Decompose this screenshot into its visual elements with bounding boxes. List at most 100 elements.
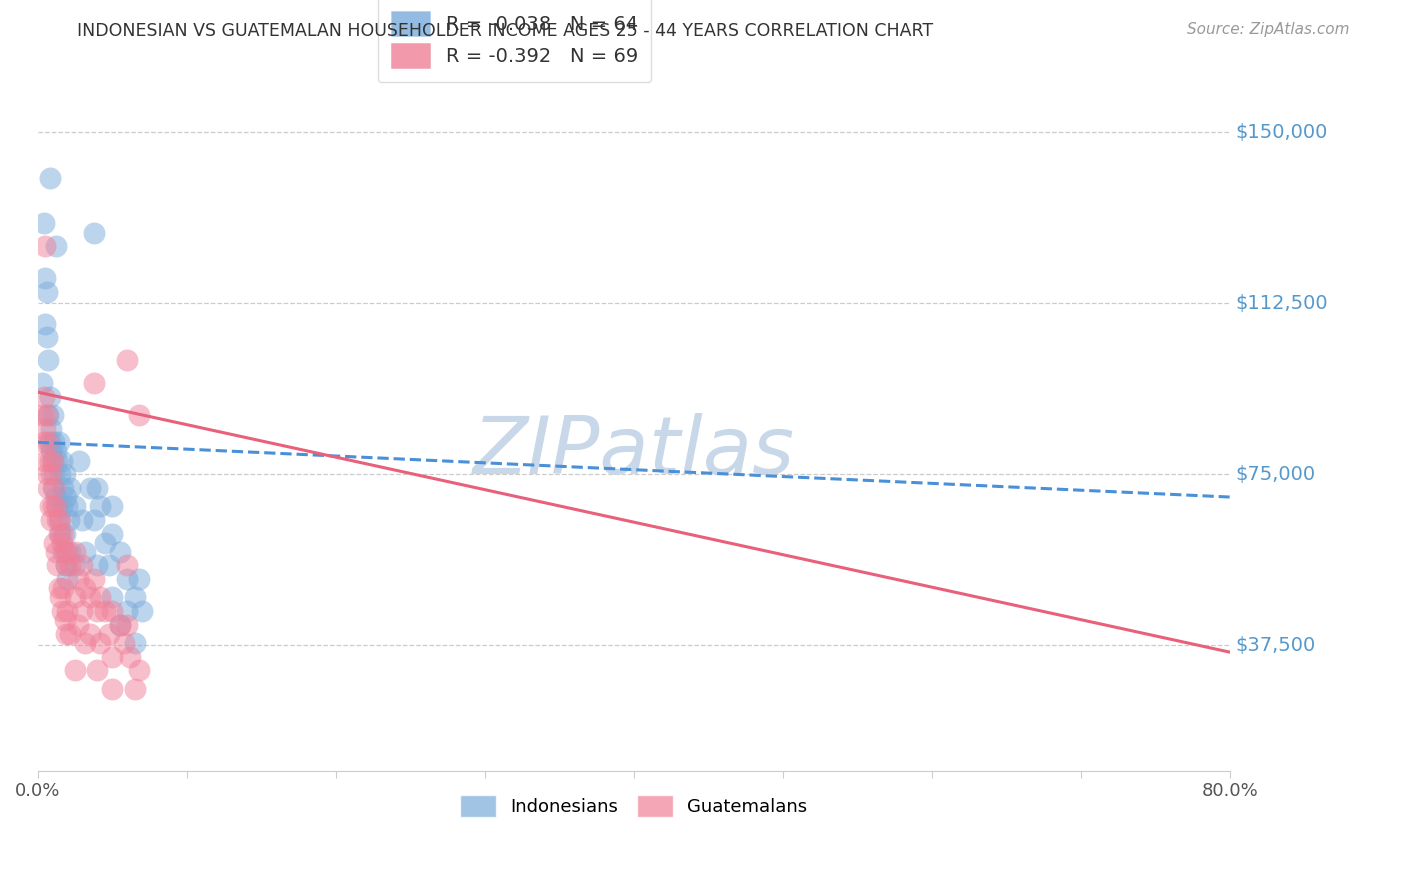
Point xyxy=(63,591,86,605)
Point xyxy=(55,490,77,504)
Point xyxy=(55,627,77,641)
Point xyxy=(42,435,65,450)
Point xyxy=(34,271,56,285)
Point xyxy=(86,664,108,678)
Text: $37,500: $37,500 xyxy=(1236,636,1316,655)
Point xyxy=(46,453,69,467)
Point xyxy=(53,526,76,541)
Point xyxy=(32,390,55,404)
Point xyxy=(39,513,62,527)
Point xyxy=(55,558,77,573)
Point xyxy=(48,581,70,595)
Point xyxy=(75,636,97,650)
Point xyxy=(115,572,138,586)
Point xyxy=(37,408,59,422)
Point xyxy=(53,545,76,559)
Point xyxy=(38,170,60,185)
Text: $112,500: $112,500 xyxy=(1236,293,1329,313)
Point xyxy=(101,681,124,696)
Point xyxy=(42,467,65,482)
Point xyxy=(49,591,72,605)
Point xyxy=(89,636,111,650)
Point xyxy=(93,604,115,618)
Point xyxy=(101,499,124,513)
Point xyxy=(52,526,75,541)
Point xyxy=(131,604,153,618)
Point xyxy=(35,285,58,299)
Point xyxy=(38,499,60,513)
Point xyxy=(42,535,65,549)
Point xyxy=(72,604,94,618)
Point xyxy=(41,453,63,467)
Text: ZIPatlas: ZIPatlas xyxy=(472,413,794,491)
Point xyxy=(83,376,105,390)
Point xyxy=(56,604,79,618)
Point xyxy=(32,435,55,450)
Point xyxy=(56,572,79,586)
Point xyxy=(49,467,72,482)
Point xyxy=(79,627,101,641)
Point xyxy=(48,526,70,541)
Point xyxy=(34,453,56,467)
Point xyxy=(38,390,60,404)
Point xyxy=(45,545,67,559)
Point xyxy=(56,499,79,513)
Point xyxy=(34,239,56,253)
Point xyxy=(58,513,80,527)
Text: Source: ZipAtlas.com: Source: ZipAtlas.com xyxy=(1187,22,1350,37)
Point xyxy=(63,558,86,573)
Point xyxy=(83,226,105,240)
Point xyxy=(37,353,59,368)
Point xyxy=(49,513,72,527)
Point xyxy=(63,545,86,559)
Point xyxy=(46,499,69,513)
Point xyxy=(72,513,94,527)
Point xyxy=(45,490,67,504)
Point xyxy=(53,613,76,627)
Point xyxy=(63,664,86,678)
Point xyxy=(115,604,138,618)
Point xyxy=(51,535,73,549)
Legend: Indonesians, Guatemalans: Indonesians, Guatemalans xyxy=(453,788,814,824)
Point xyxy=(39,467,62,482)
Point xyxy=(51,453,73,467)
Point xyxy=(45,239,67,253)
Point xyxy=(79,591,101,605)
Point xyxy=(51,604,73,618)
Point xyxy=(83,513,105,527)
Point xyxy=(124,681,146,696)
Point xyxy=(53,467,76,482)
Point xyxy=(115,558,138,573)
Point xyxy=(86,604,108,618)
Point xyxy=(41,408,63,422)
Point xyxy=(89,591,111,605)
Point xyxy=(66,617,89,632)
Point xyxy=(89,499,111,513)
Point xyxy=(128,664,150,678)
Point xyxy=(75,545,97,559)
Point xyxy=(98,627,121,641)
Point xyxy=(59,558,82,573)
Text: $150,000: $150,000 xyxy=(1236,123,1329,142)
Point xyxy=(52,581,75,595)
Point xyxy=(39,444,62,458)
Point xyxy=(59,545,82,559)
Point xyxy=(38,435,60,450)
Point xyxy=(48,435,70,450)
Point xyxy=(31,408,53,422)
Point xyxy=(45,499,67,513)
Point xyxy=(51,499,73,513)
Point xyxy=(86,481,108,495)
Point xyxy=(39,422,62,436)
Point xyxy=(101,649,124,664)
Point xyxy=(101,604,124,618)
Point xyxy=(41,481,63,495)
Point xyxy=(37,481,59,495)
Point xyxy=(93,535,115,549)
Point xyxy=(41,453,63,467)
Point xyxy=(42,481,65,495)
Point xyxy=(35,408,58,422)
Point xyxy=(34,422,56,436)
Point xyxy=(52,481,75,495)
Point xyxy=(32,216,55,230)
